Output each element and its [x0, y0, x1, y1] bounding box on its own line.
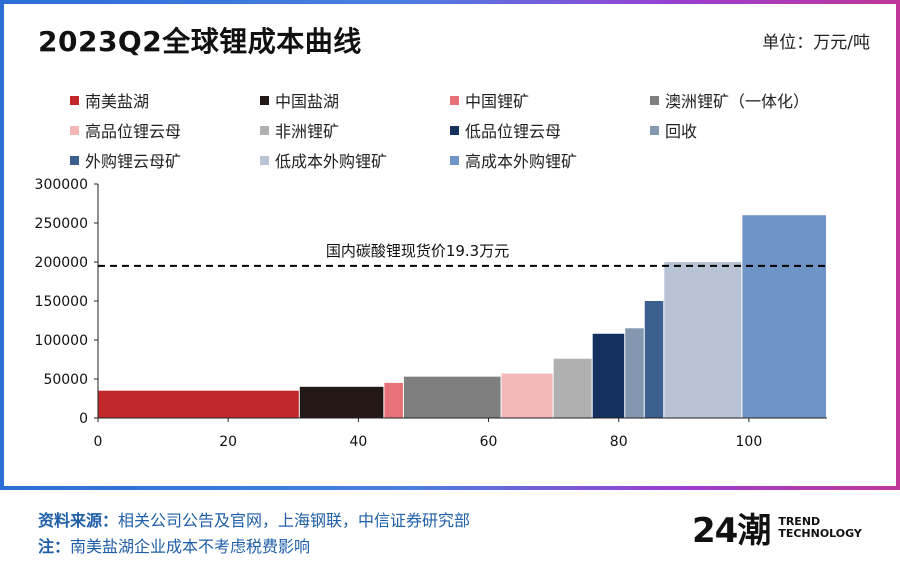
cost-bar [644, 301, 664, 418]
x-tick-label: 80 [610, 434, 628, 450]
legend-swatch [70, 125, 79, 135]
note-text: 南美盐湖企业成本不考虑税费影响 [70, 537, 311, 556]
legend-label: 高成本外购锂矿 [465, 152, 578, 171]
legend-label: 回收 [665, 122, 698, 141]
legend-item: 回收 [650, 118, 697, 142]
source-label: 资料来源： [38, 511, 119, 530]
reference-line-label: 国内碳酸锂现货价19.3万元 [326, 242, 509, 260]
note-line: 注：南美盐湖企业成本不考虑税费影响 [38, 534, 470, 560]
source-text: 相关公司公告及官网，上海钢联，中信证券研究部 [118, 511, 471, 530]
legend-swatch [260, 155, 269, 165]
unit-label: 单位：万元/吨 [762, 33, 870, 53]
legend-swatch [650, 95, 659, 105]
cost-bar [742, 215, 826, 418]
cost-bar [403, 376, 501, 418]
cost-bar [664, 262, 742, 418]
legend-item: 低成本外购锂矿 [260, 148, 387, 172]
x-tick-label: 20 [219, 434, 237, 450]
legend-item: 高品位锂云母 [70, 118, 181, 142]
cost-bar [299, 386, 384, 418]
x-tick-label: 0 [94, 434, 103, 450]
legend-label: 外购锂云母矿 [85, 152, 182, 171]
cost-bar [553, 358, 592, 418]
logo-line-2: TECHNOLOGY [778, 526, 862, 540]
legend-label: 南美盐湖 [85, 92, 150, 111]
legend-swatch [450, 125, 459, 135]
legend-item: 非洲锂矿 [260, 118, 339, 142]
y-tick-label: 200000 [35, 255, 88, 271]
x-tick-label: 100 [736, 434, 763, 450]
legend-item: 南美盐湖 [70, 88, 149, 112]
legend-label: 中国盐湖 [275, 92, 340, 111]
legend-item: 澳洲锂矿（一体化） [650, 88, 809, 112]
legend-item: 中国锂矿 [450, 88, 529, 112]
cost-bar [98, 390, 299, 418]
y-tick-label: 150000 [35, 294, 88, 310]
legend-swatch [70, 95, 79, 105]
brand-logo: 24潮 TREND TECHNOLOGY [692, 503, 862, 552]
legend-swatch [650, 125, 659, 135]
cost-curve-chart: 0 50000 100000 150000 200000 250000 300000 0 20 4… [35, 177, 827, 450]
legend-item: 高成本外购锂矿 [450, 148, 577, 172]
cost-bar [384, 382, 403, 418]
x-tick-label: 40 [349, 434, 367, 450]
y-tick-label: 300000 [35, 177, 88, 193]
legend-label: 低品位锂云母 [465, 122, 562, 141]
cost-bar [625, 328, 644, 418]
legend-swatch [260, 95, 269, 105]
y-tick-label: 50000 [43, 372, 88, 388]
logo-text: TREND TECHNOLOGY [778, 514, 862, 540]
legend-item: 中国盐湖 [260, 88, 339, 112]
legend-swatch [260, 125, 269, 135]
legend-label: 高品位锂云母 [85, 122, 182, 141]
source-line: 资料来源：相关公司公告及官网，上海钢联，中信证券研究部 [38, 508, 470, 534]
y-tick-label: 250000 [35, 216, 88, 232]
legend-swatch [450, 95, 459, 105]
legend-label: 中国锂矿 [465, 92, 530, 111]
logo-line-1: TREND [778, 514, 821, 528]
legend-item: 外购锂云母矿 [70, 148, 181, 172]
legend-label: 非洲锂矿 [275, 122, 340, 141]
x-tick-label: 60 [480, 434, 498, 450]
cost-bar [592, 333, 625, 418]
footer: 资料来源：相关公司公告及官网，上海钢联，中信证券研究部 注：南美盐湖企业成本不考… [38, 508, 470, 560]
legend-swatch [450, 155, 459, 165]
chart-title: 2023Q2全球锂成本曲线 [38, 25, 362, 58]
legend-item: 低品位锂云母 [450, 118, 561, 142]
legend-swatch [70, 155, 79, 165]
y-tick-label: 0 [79, 411, 88, 427]
logo-mark: 24潮 [692, 511, 771, 551]
legend-label: 低成本外购锂矿 [275, 152, 388, 171]
note-label: 注： [38, 537, 71, 556]
y-tick-label: 100000 [35, 333, 88, 349]
legend-label: 澳洲锂矿（一体化） [665, 92, 810, 111]
cost-bar [501, 373, 553, 418]
